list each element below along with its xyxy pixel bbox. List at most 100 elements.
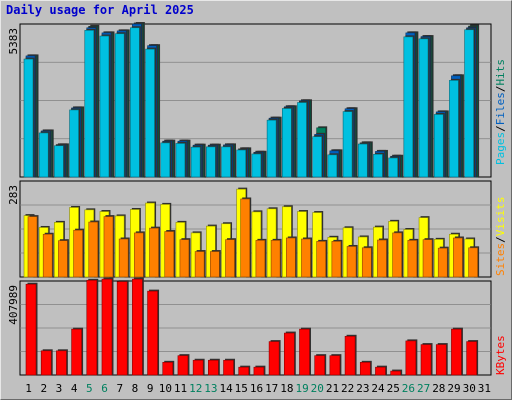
day-label-29: 29	[447, 382, 460, 395]
bar-sites-day-4	[73, 229, 83, 278]
bar-pages-day-26	[403, 36, 414, 178]
bar-kbytes-day-26	[405, 340, 417, 376]
bar-kbytes-day-10	[162, 362, 174, 376]
bar-sites-day-3	[58, 240, 68, 278]
bar-sites-day-17	[270, 240, 281, 278]
day-label-6: 6	[101, 382, 108, 395]
bar-sites-day-18	[285, 237, 296, 278]
bar-kbytes-day-19	[299, 328, 310, 376]
bar-pages-day-17	[266, 119, 277, 178]
legend-entry-separator: /	[494, 86, 507, 93]
bar-sites-day-25	[392, 232, 402, 278]
bar-pages-day-25	[388, 157, 398, 178]
bar-kbytes-day-12	[192, 359, 204, 376]
day-label-3: 3	[56, 382, 63, 395]
bar-kbytes-day-14	[223, 359, 234, 376]
bar-pages-day-20	[312, 136, 322, 178]
bar-kbytes-day-23	[359, 362, 371, 376]
legend-entry-hits: Hits	[494, 59, 507, 86]
bar-sites-day-2	[42, 233, 53, 278]
bar-sites-day-21	[331, 241, 342, 278]
bar-kbytes-day-6	[101, 278, 113, 376]
day-label-5: 5	[86, 382, 93, 395]
legend-entry-separator: /	[494, 125, 507, 132]
bar-kbytes-day-11	[177, 355, 189, 376]
bar-pages-day-6	[99, 35, 110, 178]
bar-kbytes-day-8	[132, 278, 143, 376]
legend-entry-kbytes: KBytes	[494, 335, 507, 375]
bar-pages-day-12	[190, 146, 201, 178]
bar-kbytes-day-22	[344, 335, 356, 376]
day-label-30: 30	[463, 382, 476, 395]
bar-pages-day-16	[251, 153, 262, 178]
bar-sites-day-15	[240, 198, 251, 278]
day-label-8: 8	[132, 382, 139, 395]
bar-sites-day-23	[361, 247, 372, 278]
bar-sites-day-10	[164, 231, 175, 278]
bar-kbytes-day-21	[329, 355, 341, 376]
day-label-22: 22	[341, 382, 354, 395]
bar-kbytes-day-24	[375, 366, 386, 376]
bar-kbytes-day-2	[40, 350, 52, 376]
bar-pages-day-9	[145, 48, 155, 178]
day-label-12: 12	[189, 382, 202, 395]
bar-sites-day-11	[179, 239, 190, 278]
legend-entry-pages: Pages	[494, 132, 507, 165]
bar-kbytes-day-3	[56, 350, 67, 376]
bar-pages-day-28	[433, 114, 444, 178]
panel-3-legend: KBytes	[494, 335, 507, 375]
day-label-2: 2	[40, 382, 47, 395]
bar-kbytes-day-28	[435, 344, 447, 376]
bar-sites-day-22	[346, 246, 357, 278]
day-label-28: 28	[432, 382, 445, 395]
day-label-26: 26	[402, 382, 415, 395]
bar-sites-day-24	[377, 239, 387, 278]
bar-pages-day-30	[464, 29, 474, 178]
bar-pages-day-23	[357, 143, 368, 178]
day-label-23: 23	[356, 382, 369, 395]
bar-sites-day-29	[453, 237, 463, 278]
legend-entry-visits: Visits	[494, 197, 507, 237]
bar-kbytes-day-4	[71, 328, 82, 376]
day-label-13: 13	[204, 382, 217, 395]
day-label-15: 15	[235, 382, 248, 395]
bar-pages-day-19	[297, 102, 307, 178]
day-label-27: 27	[417, 382, 430, 395]
bar-sites-day-19	[301, 238, 311, 278]
day-label-21: 21	[326, 382, 339, 395]
legend-entry-files: Files	[494, 92, 507, 125]
bar-sites-day-27	[422, 239, 433, 278]
day-label-16: 16	[250, 382, 263, 395]
bar-sites-day-20	[316, 241, 326, 278]
bar-pages-day-14	[221, 146, 231, 178]
day-label-17: 17	[265, 382, 278, 395]
legend-entry-separator: /	[494, 236, 507, 243]
bar-sites-day-9	[149, 227, 159, 278]
bar-kbytes-day-16	[253, 366, 265, 376]
day-label-9: 9	[147, 382, 154, 395]
panel-3-ymax-label: 407989	[7, 285, 20, 325]
bar-pages-day-21	[327, 154, 338, 178]
bar-pages-day-1	[23, 58, 34, 178]
day-label-1: 1	[25, 382, 32, 395]
bar-sites-day-7	[118, 238, 129, 278]
day-label-10: 10	[159, 382, 172, 395]
bar-kbytes-day-13	[208, 359, 219, 376]
bar-sites-day-8	[134, 232, 144, 278]
day-label-18: 18	[280, 382, 293, 395]
bar-kbytes-day-9	[147, 290, 158, 376]
day-label-31: 31	[478, 382, 491, 395]
panel-1-ymax-label: 5383	[7, 28, 20, 55]
bar-sites-day-28	[437, 247, 448, 278]
panel-2-ymax-label: 283	[7, 185, 20, 205]
bar-sites-day-14	[225, 239, 235, 278]
bar-kbytes-day-30	[466, 341, 477, 376]
day-label-4: 4	[71, 382, 78, 395]
bar-sites-day-6	[103, 216, 114, 278]
bar-pages-day-24	[373, 153, 383, 178]
bar-sites-day-12	[194, 251, 205, 278]
bar-kbytes-day-15	[238, 366, 250, 376]
bar-pages-day-8	[130, 27, 140, 178]
bar-pages-day-22	[342, 111, 353, 178]
bar-kbytes-day-27	[420, 344, 432, 376]
